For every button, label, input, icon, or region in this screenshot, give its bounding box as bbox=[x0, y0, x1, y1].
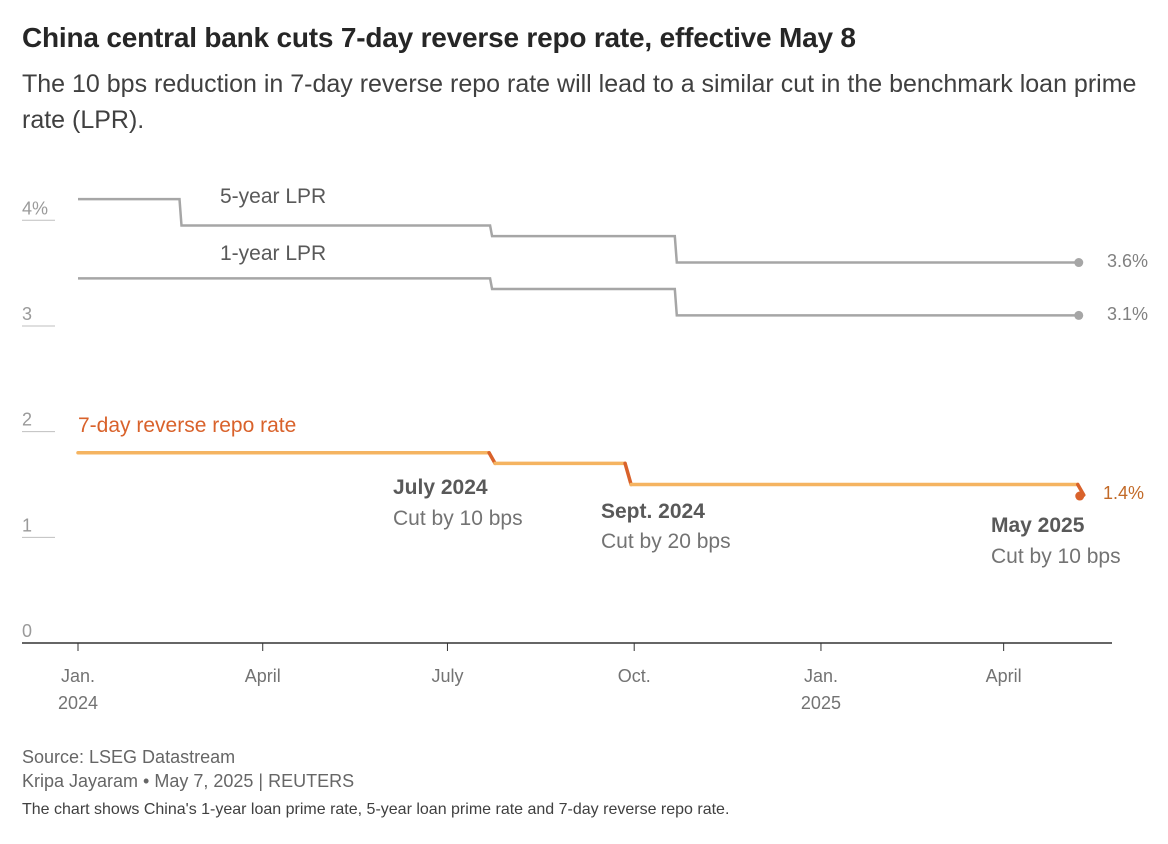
repo-cut-segment-1 bbox=[623, 461, 633, 487]
series-line-1-year-lpr bbox=[78, 277, 1081, 317]
series-label-1-year-lpr: 1-year LPR bbox=[220, 242, 326, 265]
annotation-title-july-2024: July 2024 bbox=[393, 476, 488, 499]
annotation-text-may-2025: Cut by 10 bps bbox=[991, 545, 1121, 568]
x-tick-label-1: April bbox=[245, 666, 281, 686]
chart-title: China central bank cuts 7-day reverse re… bbox=[22, 22, 856, 53]
x-tick-label-2: July bbox=[431, 666, 463, 686]
repo-cut-segment-0 bbox=[487, 451, 497, 466]
y-tick-label-3: 3 bbox=[22, 304, 32, 324]
end-label-5-year-lpr: 3.6% bbox=[1107, 251, 1148, 271]
annotation-text-sept-2024: Cut by 20 bps bbox=[601, 530, 731, 553]
x-tick-label-3: Oct. bbox=[618, 666, 651, 686]
y-tick-label-4: 4% bbox=[22, 198, 48, 218]
series-line-5-year-lpr bbox=[78, 197, 1081, 264]
x-tick-year-4: 2025 bbox=[801, 693, 841, 713]
y-tick-label-0: 0 bbox=[22, 621, 32, 641]
x-tick-label-4: Jan. bbox=[804, 666, 838, 686]
y-tick-label-2: 2 bbox=[22, 410, 32, 430]
series-label-repo-rate: 7-day reverse repo rate bbox=[78, 414, 296, 437]
annotation-text-july-2024: Cut by 10 bps bbox=[393, 507, 523, 530]
x-tick-label-0: Jan. bbox=[61, 666, 95, 686]
x-tick-year-0: 2024 bbox=[58, 693, 98, 713]
x-tick-label-5: April bbox=[986, 666, 1022, 686]
byline: Kripa Jayaram • May 7, 2025 | REUTERS bbox=[22, 771, 355, 791]
annotation-title-may-2025: May 2025 bbox=[991, 514, 1085, 537]
source-note: Source: LSEG Datastream bbox=[22, 747, 236, 767]
series-end-dot-5-year-lpr bbox=[1074, 258, 1084, 268]
end-label-1-year-lpr: 3.1% bbox=[1107, 304, 1148, 324]
chart-description: The chart shows China's 1-year loan prim… bbox=[22, 801, 730, 818]
series-end-dot-repo-rate bbox=[1075, 491, 1085, 501]
annotation-title-sept-2024: Sept. 2024 bbox=[601, 500, 705, 523]
series-label-5-year-lpr: 5-year LPR bbox=[220, 185, 326, 208]
y-tick-label-1: 1 bbox=[22, 515, 32, 535]
chart-subtitle: The 10 bps reduction in 7-day reverse re… bbox=[22, 70, 1137, 134]
end-label-repo-rate: 1.4% bbox=[1103, 483, 1144, 503]
series-end-dot-1-year-lpr bbox=[1074, 310, 1084, 320]
